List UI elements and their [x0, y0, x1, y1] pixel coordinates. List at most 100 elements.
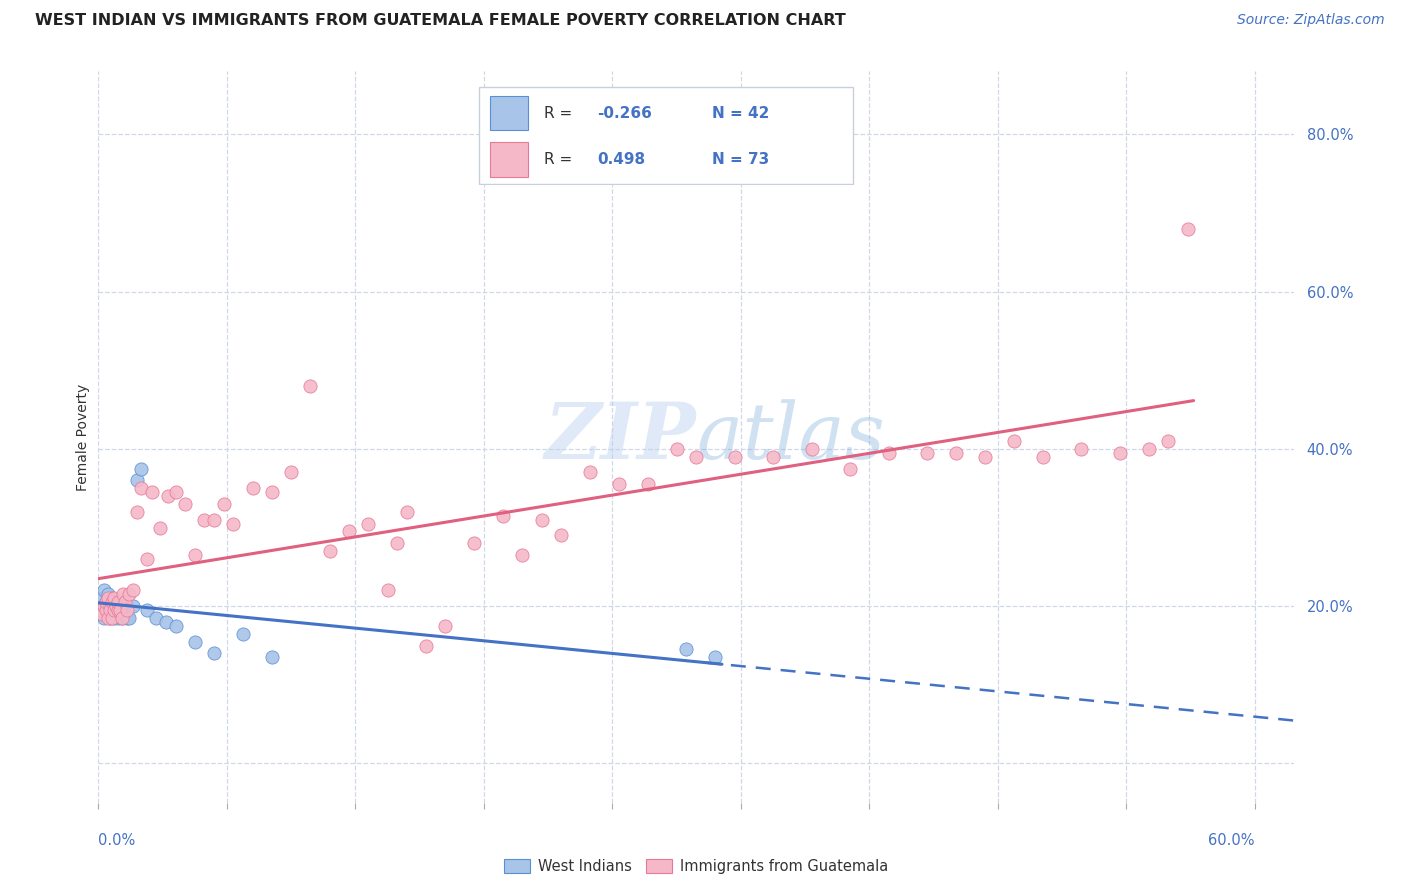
Point	[415, 639, 437, 653]
Point	[174, 497, 197, 511]
Point	[91, 591, 114, 606]
Point	[184, 548, 207, 562]
Point	[212, 497, 235, 511]
Point	[103, 599, 125, 614]
Point	[103, 591, 125, 606]
Point	[675, 642, 697, 657]
Point	[101, 591, 124, 606]
Point	[1109, 446, 1132, 460]
Point	[385, 536, 409, 550]
Point	[280, 466, 302, 480]
Point	[103, 611, 125, 625]
Point	[129, 481, 152, 495]
Point	[97, 591, 120, 606]
Point	[685, 450, 707, 464]
Point	[98, 603, 121, 617]
Point	[101, 595, 124, 609]
Point	[112, 607, 135, 621]
Point	[112, 587, 135, 601]
Point	[125, 473, 148, 487]
Point	[762, 450, 785, 464]
Legend: West Indians, Immigrants from Guatemala: West Indians, Immigrants from Guatemala	[498, 853, 894, 880]
Point	[122, 583, 145, 598]
Point	[395, 505, 418, 519]
Point	[110, 599, 132, 614]
Point	[94, 603, 117, 617]
Point	[94, 595, 117, 609]
Point	[98, 611, 121, 625]
Point	[202, 513, 225, 527]
Point	[222, 516, 245, 531]
Point	[107, 603, 129, 617]
Point	[93, 599, 115, 614]
Text: Source: ZipAtlas.com: Source: ZipAtlas.com	[1237, 13, 1385, 28]
Point	[107, 599, 129, 614]
Point	[118, 611, 141, 625]
Point	[1137, 442, 1160, 456]
Point	[165, 485, 187, 500]
Point	[104, 603, 127, 617]
Point	[93, 611, 115, 625]
Point	[98, 599, 121, 614]
Point	[149, 520, 172, 534]
Point	[1070, 442, 1092, 456]
Point	[118, 587, 141, 601]
Point	[114, 595, 136, 609]
Point	[108, 595, 131, 609]
Point	[193, 513, 215, 527]
Point	[108, 603, 131, 617]
Point	[97, 611, 120, 625]
Point	[512, 548, 534, 562]
Point	[184, 634, 207, 648]
Point	[550, 528, 572, 542]
Point	[337, 524, 360, 539]
Point	[434, 619, 457, 633]
Point	[155, 615, 177, 629]
Point	[98, 599, 121, 614]
Point	[107, 599, 129, 614]
Point	[89, 599, 111, 614]
Point	[125, 505, 148, 519]
Point	[114, 603, 136, 617]
Point	[319, 544, 342, 558]
Point	[97, 599, 120, 614]
Point	[463, 536, 485, 550]
Point	[97, 603, 120, 617]
Point	[94, 607, 117, 621]
Point	[1002, 434, 1025, 448]
Point	[93, 583, 115, 598]
Point	[117, 603, 139, 617]
Point	[260, 650, 283, 665]
Point	[299, 379, 322, 393]
Point	[101, 611, 124, 625]
Point	[110, 611, 132, 625]
Point	[117, 611, 139, 625]
Point	[165, 619, 187, 633]
Point	[108, 603, 131, 617]
Point	[492, 508, 515, 523]
Point	[1177, 221, 1199, 235]
Point	[101, 603, 124, 617]
Point	[607, 477, 630, 491]
Y-axis label: Female Poverty: Female Poverty	[76, 384, 90, 491]
Text: ZIP: ZIP	[544, 399, 696, 475]
Point	[91, 607, 114, 621]
Point	[202, 646, 225, 660]
Text: atlas: atlas	[696, 399, 884, 475]
Point	[145, 611, 167, 625]
Point	[723, 450, 745, 464]
Point	[665, 442, 688, 456]
Point	[110, 611, 132, 625]
Point	[107, 611, 129, 625]
Point	[94, 595, 117, 609]
Point	[141, 485, 163, 500]
Point	[89, 603, 111, 617]
Point	[232, 626, 254, 640]
Point	[104, 599, 127, 614]
Point	[129, 461, 152, 475]
Point	[377, 583, 399, 598]
Point	[917, 446, 939, 460]
Point	[579, 466, 602, 480]
Point	[357, 516, 380, 531]
Point	[103, 603, 125, 617]
